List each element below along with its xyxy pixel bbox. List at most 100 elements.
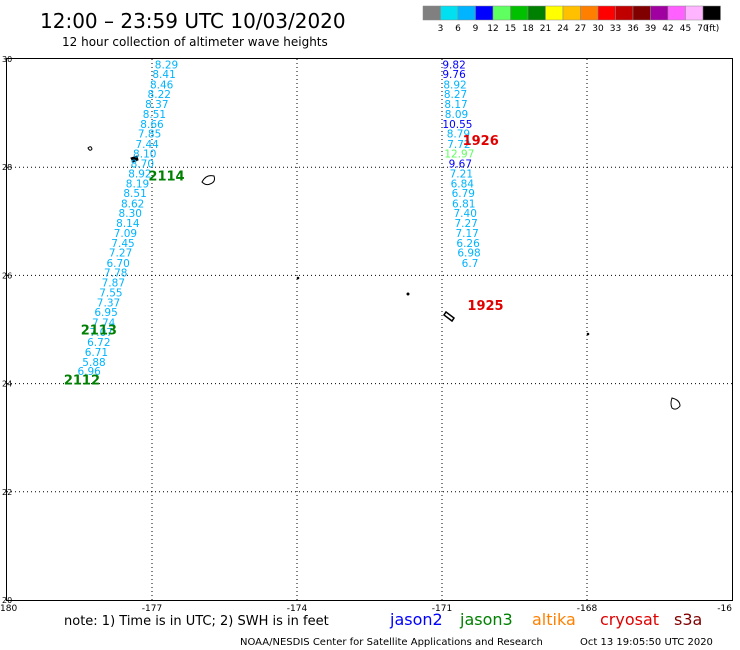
- wave-height-reading: 6.81: [452, 198, 475, 210]
- wave-height-reading: 7.27: [109, 248, 132, 260]
- island-dot-3: [586, 332, 590, 336]
- legend-tick-label: 6: [455, 24, 461, 34]
- y-tick-label: 22: [2, 488, 12, 497]
- legend-tick-label: 33: [610, 24, 621, 34]
- legend-tick-label: 39: [645, 24, 657, 34]
- wave-height-reading: 5.88: [82, 357, 105, 369]
- wave-height-reading: 8.29: [155, 59, 178, 71]
- wave-height-reading: 6.70: [106, 258, 129, 270]
- x-tick-label: -174: [287, 604, 308, 614]
- x-tick-label: -171: [432, 604, 452, 614]
- satellite-name-cryosat: cryosat: [600, 610, 659, 629]
- island-shape-1: [87, 146, 93, 151]
- wave-height-reading: 8.62: [121, 198, 144, 210]
- legend-swatch: [562, 5, 581, 21]
- legend-swatch: [492, 5, 511, 21]
- legend-swatch: [580, 5, 599, 21]
- wave-height-reading: 6.71: [85, 347, 108, 359]
- wave-height-reading: 8.17: [444, 99, 467, 111]
- wave-height-reading: 8.79: [447, 129, 470, 141]
- legend-tick-label: 18: [522, 24, 534, 34]
- color-scale-legend: 3 6 9 12 15 18 21 24 27 30 33 36 39 42 45 70(ft): [422, 5, 721, 34]
- pass-label: 2112: [64, 373, 100, 388]
- wave-height-reading: 7.07: [90, 327, 113, 339]
- wave-height-reading: 8.51: [143, 109, 166, 121]
- wave-height-reading: 7.37: [97, 297, 120, 309]
- island-dot-2: [296, 276, 300, 280]
- wave-height-reading: 7.21: [450, 169, 473, 181]
- legend-tick-label: 30: [592, 24, 604, 34]
- legend-tick-label: 42: [662, 24, 673, 34]
- wave-height-reading: 8.19: [126, 178, 149, 190]
- wave-height-reading: 8.09: [445, 109, 468, 121]
- island-shape-2: [130, 155, 139, 163]
- legend-swatch: [685, 5, 704, 21]
- legend-swatch: [545, 5, 564, 21]
- satellite-name-s3a: s3a: [674, 610, 702, 629]
- footer-credit: NOAA/NESDIS Center for Satellite Applica…: [240, 637, 543, 648]
- y-tick-label: 30: [2, 55, 12, 64]
- legend-swatch: [667, 5, 686, 21]
- wave-height-reading: 7.55: [99, 288, 122, 300]
- satellite-name-jason3: jason3: [459, 610, 513, 629]
- legend-swatch: [475, 5, 494, 21]
- y-tick-label: 20: [2, 596, 12, 605]
- wave-height-reading: 8.10: [133, 149, 156, 161]
- track-2113: 7.787.877.557.376.957.747.076.726.715.88…: [81, 268, 128, 369]
- legend-swatch: [510, 5, 529, 21]
- wave-height-reading: 8.27: [444, 89, 467, 101]
- footer-note: note: 1) Time is in UTC; 2) SWH is in fe…: [64, 614, 329, 629]
- track-1925: 7.407.277.176.266.986.7 1925: [454, 208, 504, 314]
- legend-swatch: [457, 5, 476, 21]
- legend-tick-label: 45: [680, 24, 691, 34]
- satellite-name-jason2: jason2: [389, 610, 443, 629]
- island-shape-3: [201, 175, 215, 186]
- legend-tick-label: 9: [473, 24, 479, 34]
- y-tick-label: 26: [2, 271, 12, 280]
- wave-height-reading: 7.09: [114, 228, 137, 240]
- x-axis-labels: -180 -177 -174 -171 -168 -16: [0, 604, 732, 614]
- legend-unit: (ft): [706, 24, 720, 34]
- wave-height-reading: 7.27: [454, 218, 477, 230]
- chart-title: 12:00 – 23:59 UTC 10/03/2020: [40, 9, 346, 33]
- wave-height-reading: 8.30: [119, 208, 142, 220]
- legend-swatch: [597, 5, 616, 21]
- legend-tick-label: 15: [505, 24, 516, 34]
- x-tick-label: -16: [717, 604, 732, 614]
- y-axis-labels: 30 28 26 24 22 20: [2, 55, 12, 605]
- wave-height-reading: 8.66: [140, 119, 164, 131]
- legend-swatch: [632, 5, 651, 21]
- legend-tick-label: 27: [575, 24, 586, 34]
- legend-tick-label: 21: [540, 24, 551, 34]
- pass-label: 2113: [81, 324, 117, 339]
- wave-height-reading: 8.41: [152, 69, 175, 81]
- pass-label: 1926: [463, 134, 499, 149]
- pass-label: 1925: [467, 299, 503, 314]
- track-1926: 9.829.768.928.278.178.0910.558.797.7212.…: [442, 59, 498, 210]
- island-shapes: [87, 146, 681, 410]
- wave-height-reading: 7.45: [111, 238, 134, 250]
- chart-subtitle: 12 hour collection of altimeter wave hei…: [62, 35, 328, 49]
- legend-swatch: [702, 5, 721, 21]
- wave-height-reading: 10.55: [442, 119, 472, 131]
- wave-height-reading: 6.72: [87, 337, 110, 349]
- wave-height-reading: 9.67: [449, 158, 472, 170]
- legend-tick-label: 3: [438, 24, 444, 34]
- legend-swatch: [650, 5, 669, 21]
- island-dot-1: [406, 292, 410, 296]
- wave-height-reading: 7.74: [92, 317, 116, 329]
- satellite-name-altika: altika: [532, 610, 576, 629]
- island-shape-5: [670, 397, 681, 410]
- wave-height-reading: 7.17: [455, 228, 478, 240]
- x-tick-label: -180: [0, 604, 17, 614]
- wave-height-reading: 8.22: [148, 89, 171, 101]
- wave-height-reading: 6.84: [451, 178, 475, 190]
- wave-height-reading: 7.87: [102, 277, 125, 289]
- wave-height-reading: 6.79: [452, 188, 475, 200]
- legend-swatch: [440, 5, 459, 21]
- wave-height-reading: 8.92: [443, 79, 466, 91]
- wave-height-reading: 6.7: [462, 258, 479, 270]
- legend-swatch: [527, 5, 546, 21]
- island-shape-4: [442, 310, 456, 323]
- legend-tick-label: 24: [557, 24, 569, 34]
